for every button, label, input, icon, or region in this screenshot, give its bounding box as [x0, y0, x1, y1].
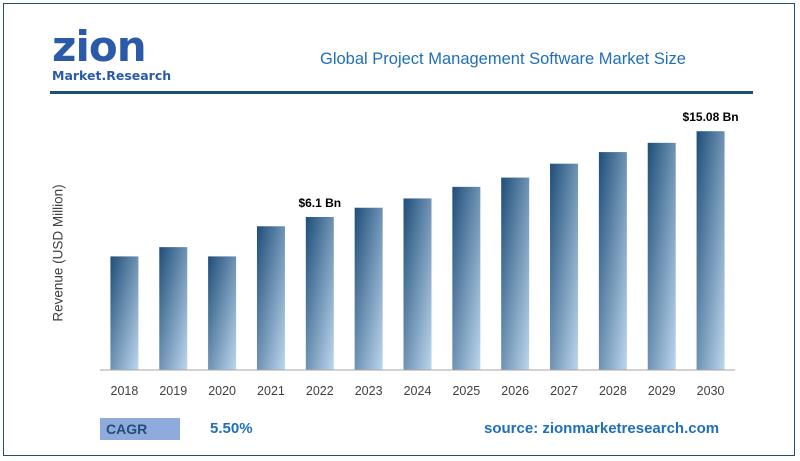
- bar-2023: [354, 207, 383, 370]
- bar-2029: [647, 142, 676, 370]
- x-tick-label: 2019: [159, 384, 187, 398]
- bar-2025: [452, 186, 481, 370]
- bar-2018: [110, 256, 139, 370]
- cagr-value: 5.50%: [210, 420, 253, 437]
- bar-2021: [256, 226, 285, 370]
- x-tick-label: 2024: [404, 384, 432, 398]
- bar-2026: [501, 177, 530, 370]
- x-tick-label: 2027: [550, 384, 578, 398]
- logo-subtitle: Market.Research: [52, 68, 172, 83]
- bar-2019: [159, 247, 188, 370]
- data-label: $6.1 Bn: [298, 196, 341, 210]
- x-tick-label: 2030: [697, 384, 725, 398]
- bar-2022: [305, 217, 334, 370]
- cagr-label: CAGR: [100, 418, 180, 440]
- x-tick-label: 2025: [452, 384, 480, 398]
- data-label: $15.08 Bn: [683, 110, 739, 124]
- x-tick-label: 2018: [111, 384, 139, 398]
- x-tick-label: 2023: [355, 384, 383, 398]
- x-tick-label: 2021: [257, 384, 285, 398]
- x-tick-label: 2029: [648, 384, 676, 398]
- x-tick-label: 2028: [599, 384, 627, 398]
- zion-logo: zion Market.Research: [52, 22, 172, 84]
- bar-2028: [598, 152, 627, 370]
- chart-title: Global Project Management Software Marke…: [320, 50, 686, 68]
- chart-frame: [3, 3, 795, 456]
- bar-2027: [550, 163, 579, 370]
- source-text: source: zionmarketresearch.com: [484, 420, 720, 437]
- x-tick-label: 2020: [208, 384, 236, 398]
- title-divider: [50, 91, 753, 94]
- bar-2020: [208, 256, 237, 370]
- bar-2030: [696, 131, 725, 370]
- x-tick-label: 2026: [501, 384, 529, 398]
- x-tick-label: 2022: [306, 384, 334, 398]
- bar-2024: [403, 198, 432, 370]
- logo-word: zion: [52, 22, 147, 71]
